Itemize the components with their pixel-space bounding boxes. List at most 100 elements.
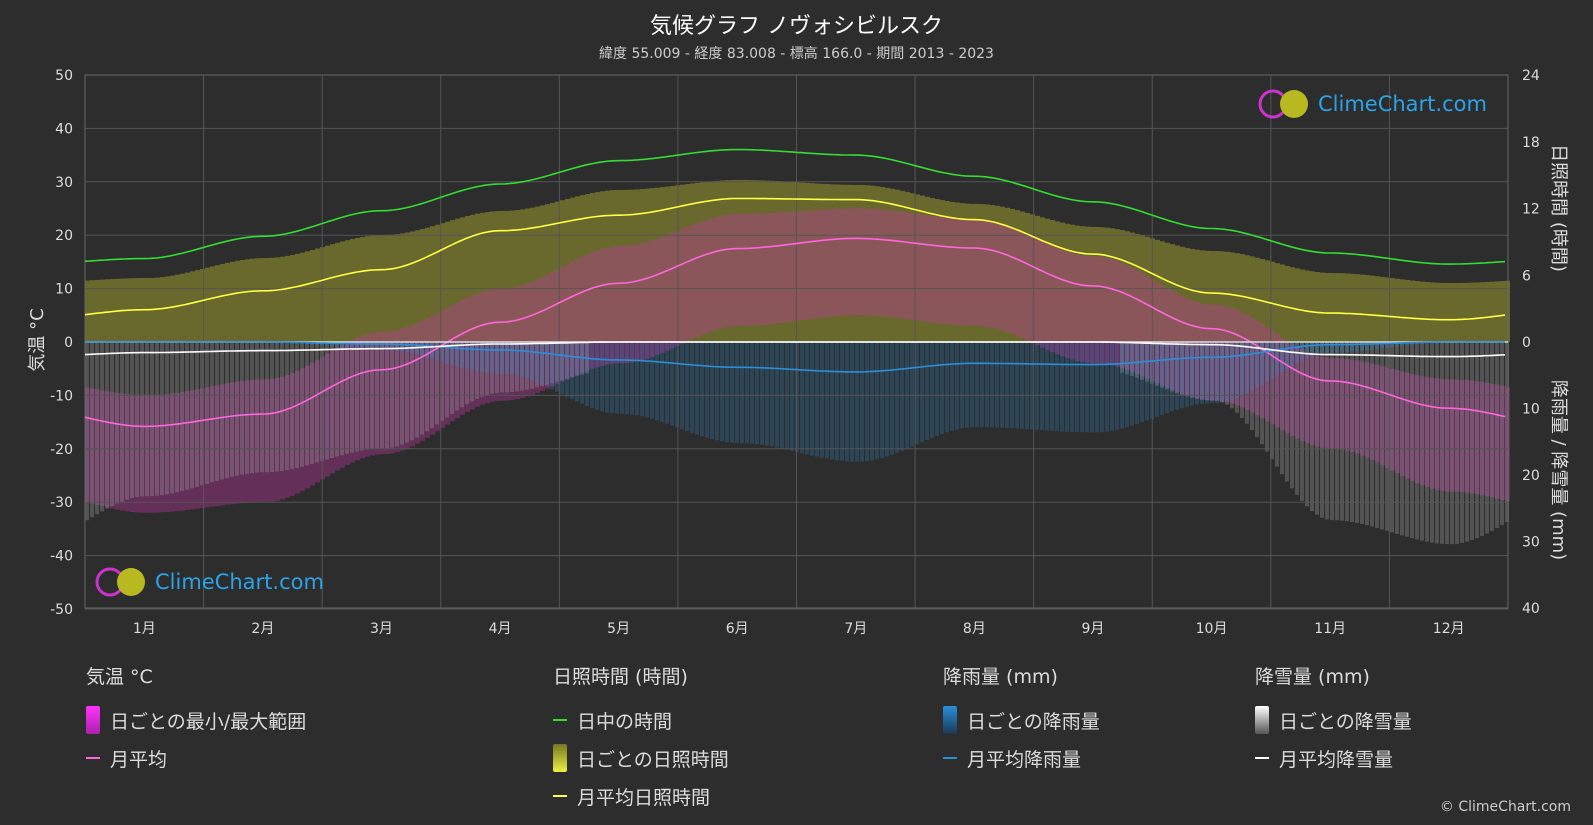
left-tick-label: 10: [55, 282, 73, 298]
month-tick-label: 1月: [133, 621, 156, 637]
temperature-range-strip: [110, 392, 115, 509]
temperature-range-strip: [85, 387, 90, 503]
temperature-range-strip: [1315, 355, 1320, 447]
temperature-range-strip: [1310, 353, 1315, 446]
rain-strip: [360, 342, 364, 350]
snow-strip: [170, 342, 174, 494]
rain-strip: [1120, 342, 1124, 429]
temperature-range-strip: [1135, 270, 1140, 375]
rain-strip: [635, 342, 639, 416]
sunshine-strip: [925, 196, 930, 342]
snow-strip: [465, 342, 469, 405]
temperature-range-strip: [790, 211, 795, 322]
sunshine-strip: [885, 187, 890, 342]
temperature-range-strip: [1220, 305, 1225, 402]
snow-strip: [1415, 342, 1419, 540]
temperature-range-strip: [220, 384, 225, 506]
snow-strip: [1205, 342, 1209, 401]
temperature-range-strip: [855, 208, 860, 316]
sunshine-strip: [455, 218, 460, 342]
snow-strip: [230, 342, 234, 477]
rain-strip: [350, 342, 354, 349]
rain-strip: [345, 342, 349, 349]
sunshine-strip: [980, 204, 985, 342]
temperature-range-strip: [735, 213, 740, 327]
rain-strip: [885, 342, 889, 457]
snow-strip: [90, 342, 94, 518]
temperature-range-strip: [290, 372, 295, 496]
temperature-range-strip: [850, 208, 855, 316]
rain-strip: [1015, 342, 1019, 429]
daily-sunshine-area: [85, 179, 1510, 342]
rain-strip: [1305, 342, 1309, 359]
temperature-range-strip: [730, 214, 735, 327]
left-tick-label: 40: [55, 121, 73, 137]
rain-strip: [1200, 342, 1204, 404]
legend-sunshine: 日照時間 (時間) 日中の時間 日ごとの日照時間 月平均日照時間: [553, 662, 729, 815]
snow-strip: [1390, 342, 1394, 533]
temperature-range-strip: [670, 233, 675, 349]
temperature-range-strip: [760, 213, 765, 325]
rain-strip: [1090, 342, 1094, 433]
sunshine-strip: [1450, 283, 1455, 342]
rain-strip: [465, 342, 469, 369]
rain-strip: [1050, 342, 1054, 431]
rain-strip: [805, 342, 809, 455]
temperature-range-strip: [920, 214, 925, 322]
rain-strip: [550, 342, 554, 390]
chart-lines: [84, 148, 1508, 428]
sunshine-strip: [1390, 278, 1395, 342]
sunshine-strip: [1315, 272, 1320, 342]
temperature-range-strip: [1495, 384, 1500, 499]
sunshine-strip: [1465, 282, 1470, 342]
sunshine-strip: [510, 210, 515, 342]
sunshine-strip: [1240, 254, 1245, 342]
sunshine-strip: [1345, 273, 1350, 342]
snow-strip: [1315, 342, 1319, 515]
rain-strip: [980, 342, 984, 428]
temperature-range-strip: [1130, 267, 1135, 373]
temperature-range-strip: [1280, 337, 1285, 431]
temperature-range-strip: [1115, 260, 1120, 367]
temperature-range-strip: [1050, 245, 1055, 353]
rain-strip: [1115, 342, 1119, 430]
snow-strip: [1480, 342, 1484, 536]
temperature-range-strip: [105, 391, 110, 508]
rain-strip: [1360, 342, 1364, 351]
temperature-range-strip: [1140, 273, 1145, 377]
left-tick-label: 0: [64, 335, 73, 351]
legend-header: 降雨量 (mm): [943, 666, 1058, 688]
snow-strip: [1490, 342, 1494, 531]
sunshine-strip: [1000, 206, 1005, 342]
snow-strip: [1190, 342, 1194, 398]
rain-strip: [370, 342, 374, 350]
sunshine-strip: [1405, 279, 1410, 342]
temperature-range-strip: [120, 393, 125, 511]
temperature-range-strip: [1035, 238, 1040, 346]
sunshine-strip: [1180, 246, 1185, 342]
sunshine-strip: [1480, 282, 1485, 342]
left-tick-label: -30: [50, 495, 73, 511]
temperature-range-strip: [305, 365, 310, 489]
rain-strip: [470, 342, 474, 371]
temperature-range-strip: [395, 329, 400, 453]
sunshine-strip: [85, 280, 90, 342]
sunshine-strip: [170, 275, 175, 342]
rain-strip: [950, 342, 954, 431]
temperature-range-strip: [115, 392, 120, 510]
sunshine-strip: [1135, 233, 1140, 342]
snow-strip: [310, 342, 314, 465]
temperature-range-strip: [1160, 285, 1165, 386]
rain-strip: [1270, 342, 1274, 379]
temperature-range-strip: [340, 344, 345, 468]
sunshine-strip: [850, 184, 855, 342]
snow-strip: [115, 342, 119, 504]
rain-strip: [1065, 342, 1069, 432]
temperature-range-strip: [400, 328, 405, 451]
temperature-range-strip: [1025, 233, 1030, 341]
sunshine-strip: [475, 213, 480, 342]
sunshine-strip: [1020, 211, 1025, 342]
snow-strip: [1175, 342, 1179, 394]
temperature-range-strip: [1445, 379, 1450, 492]
temperature-range-strip: [245, 380, 250, 503]
